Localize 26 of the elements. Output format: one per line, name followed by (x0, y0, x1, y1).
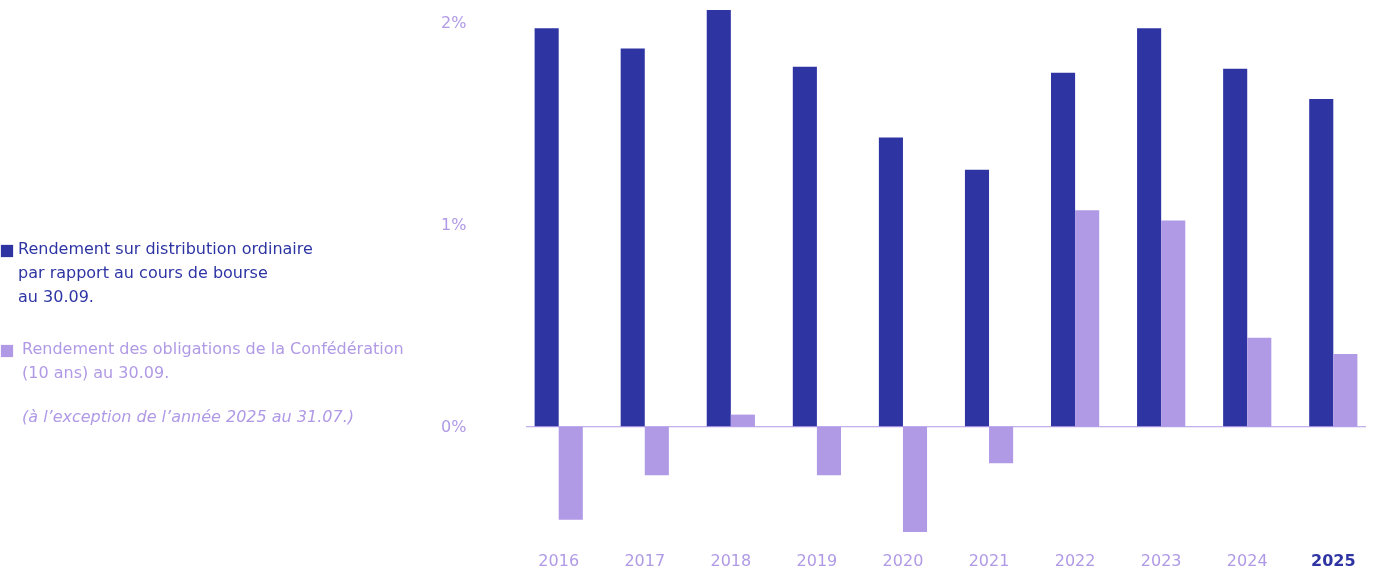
x-tick-label: 2022 (1054, 550, 1096, 570)
x-tick-label: 2025 (1311, 550, 1356, 570)
y-tick-label: 2% (441, 12, 467, 32)
x-tick-label: 2016 (538, 550, 580, 570)
x-tick-label: 2021 (968, 550, 1010, 570)
bar (1309, 99, 1334, 427)
bar (706, 10, 731, 427)
bar (878, 137, 903, 427)
x-tick-label: 2023 (1140, 550, 1182, 570)
bar (1223, 68, 1248, 427)
text: (à l’exception de l’année 2025 au 31.07.) (22, 407, 354, 426)
bar (1137, 28, 1162, 427)
bar (534, 28, 559, 427)
y-tick-label: 1% (441, 214, 467, 234)
x-tick-label: 2024 (1226, 550, 1268, 570)
x-tick-label: 2020 (882, 550, 924, 570)
x-tick-label: 2019 (796, 550, 838, 570)
y-tick-label: 0% (441, 417, 467, 437)
bar (964, 169, 990, 427)
x-tick-label: 2017 (624, 550, 666, 570)
bar (1051, 72, 1076, 427)
legend-label: Rendement sur distribution ordinaire par rapport au cours de bourse au 30.09. (18, 239, 313, 306)
bar (620, 48, 645, 427)
legend-label: Rendement des obligations de la Confédération (10 ans) au 30.09. (22, 339, 404, 382)
bar (792, 66, 817, 427)
x-tick-label: 2018 (710, 550, 752, 570)
